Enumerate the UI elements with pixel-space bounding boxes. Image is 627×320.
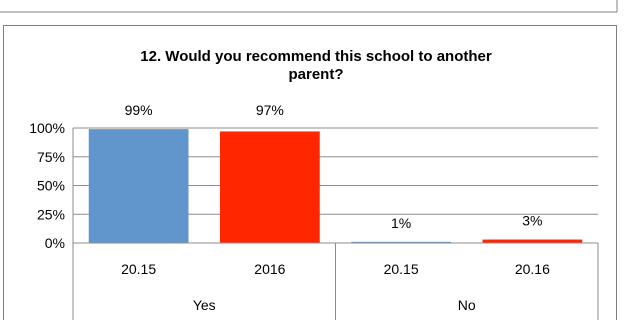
bar-no-2 (351, 241, 451, 243)
data-label: 97% (256, 102, 284, 118)
y-tick-label: 100% (29, 120, 65, 136)
bar-yes-0 (88, 129, 189, 243)
bar-yes-1 (220, 131, 320, 243)
y-tick-label: 0% (45, 235, 65, 251)
x-group-label: Yes (193, 297, 216, 313)
bars: 99% 97% 1% 3% (88, 102, 583, 243)
x-subcategory-label: 20.15 (384, 261, 419, 277)
y-tick-label: 25% (37, 206, 65, 222)
x-subcategory-label: 20.15 (121, 261, 156, 277)
data-label: 1% (391, 215, 411, 231)
bar-no-3 (482, 239, 583, 243)
x-group-label: No (458, 297, 476, 313)
x-subcategory-label: 20.16 (515, 261, 550, 277)
y-tick-label: 50% (37, 178, 65, 194)
chart-title-line-2: parent? (288, 66, 343, 83)
chart-title-line-1: 12. Would you recommend this school to a… (140, 48, 492, 65)
y-tick-label: 75% (37, 149, 65, 165)
data-label: 3% (522, 213, 542, 229)
x-axis: 20.15 2016 20.15 20.16 Yes No (72, 242, 599, 320)
x-subcategory-label: 2016 (254, 261, 285, 277)
y-axis: 0% 25% 50% 75% 100% (29, 120, 74, 251)
data-label: 99% (125, 102, 153, 118)
